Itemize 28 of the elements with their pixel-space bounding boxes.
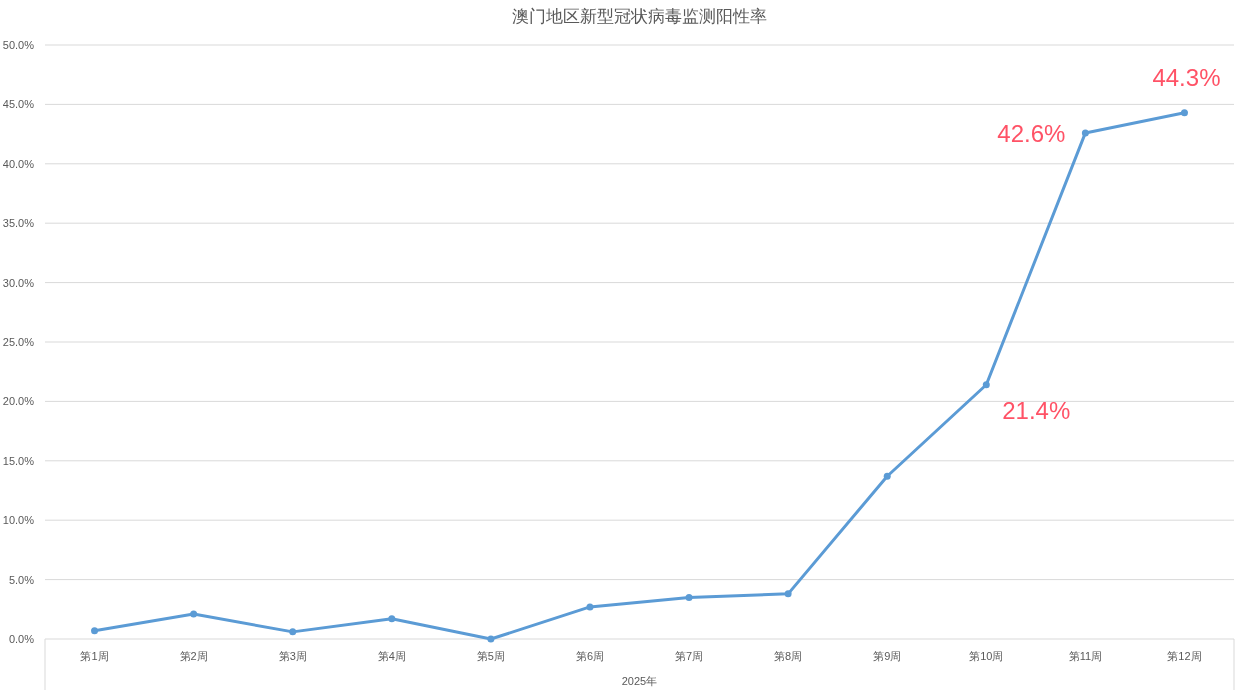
ytick-label: 50.0%: [2, 39, 34, 51]
xlabel: 2025年: [621, 675, 658, 687]
xtick-label: 第12周: [1167, 650, 1202, 662]
ytick-label: 0.0%: [8, 633, 34, 645]
ytick-label: 40.0%: [2, 157, 34, 170]
xtick-label: 第1周: [80, 650, 109, 662]
data-label: 21.4%: [1002, 396, 1071, 424]
xtick-label: 第3周: [278, 650, 307, 662]
title: 澳门地区新型冠状病毒监测阳性率: [512, 7, 767, 26]
xtick-label: 第8周: [774, 650, 803, 662]
xtick-label: 第6周: [575, 650, 604, 662]
xtick-label: 第10周: [969, 650, 1004, 662]
xtick-label: 第5周: [476, 650, 505, 662]
ytick-label: 25.0%: [2, 336, 34, 348]
ytick-label: 45.0%: [2, 98, 34, 111]
ytick-label: 20.0%: [2, 395, 34, 408]
ytick-label: 35.0%: [2, 217, 34, 230]
xtick-label: 第2周: [179, 650, 208, 662]
data-label: 42.6%: [997, 119, 1066, 147]
ytick-label: 5.0%: [8, 573, 34, 586]
ytick-label: 10.0%: [2, 514, 34, 527]
xtick-label: 第7周: [675, 650, 704, 662]
xtick-label: 第11周: [1068, 650, 1103, 662]
data-label: 44.3%: [1152, 63, 1221, 91]
ytick-label: 30.0%: [2, 276, 34, 289]
ytick-label: 15.0%: [2, 454, 34, 467]
xtick-label: 第9周: [873, 650, 902, 662]
xtick-label: 第4周: [377, 650, 406, 662]
